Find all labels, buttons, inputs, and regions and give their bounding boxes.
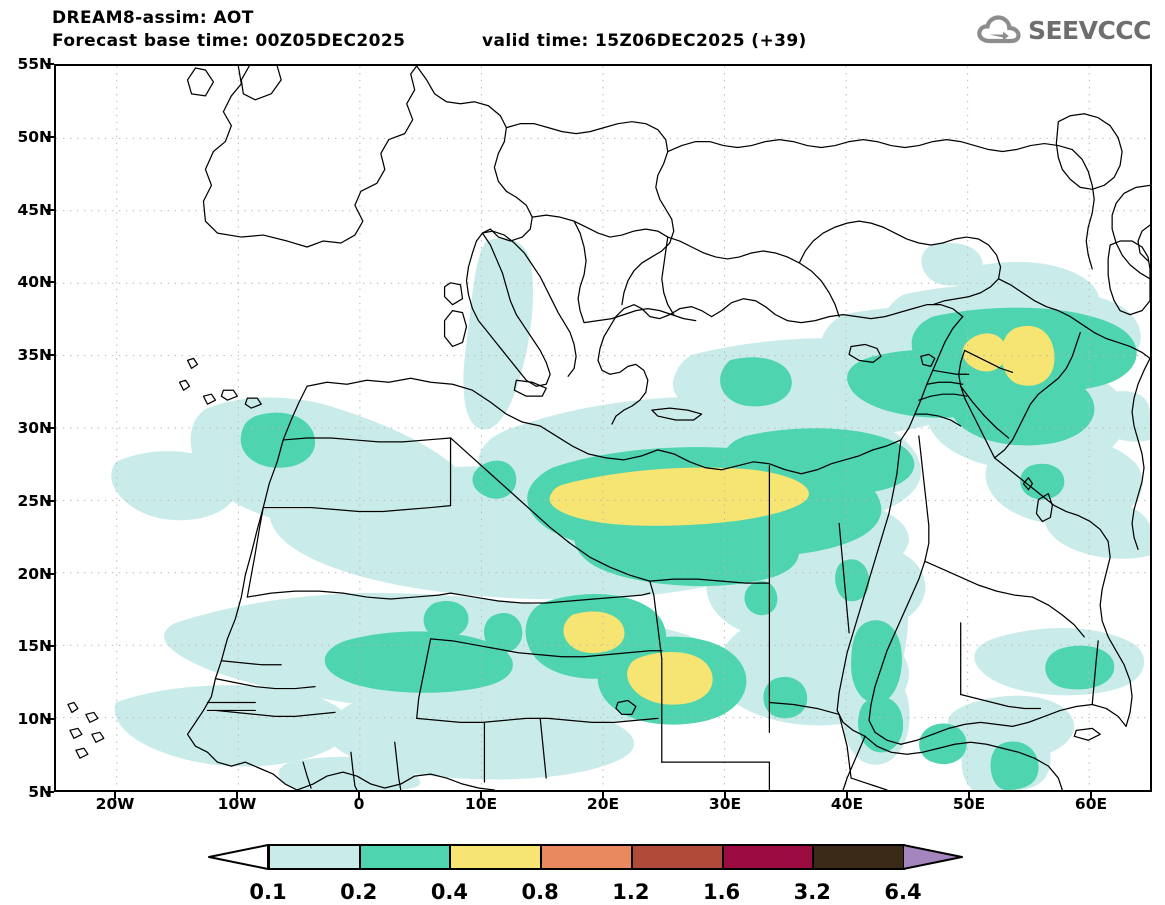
header-bar: DREAM8-assim: AOT Forecast base time: 00… bbox=[0, 0, 1165, 60]
x-axis-tick bbox=[602, 792, 604, 799]
page-title: DREAM8-assim: AOT bbox=[52, 8, 254, 28]
x-axis-label: 10E bbox=[464, 795, 498, 813]
y-axis-label: 50N bbox=[17, 127, 52, 146]
y-axis-label: 5N bbox=[28, 783, 52, 801]
colorbar-tick-label: 6.4 bbox=[884, 880, 922, 904]
x-axis-label: 40E bbox=[830, 795, 864, 813]
x-axis-tick bbox=[358, 792, 360, 799]
x-axis-label: 60E bbox=[1074, 795, 1108, 813]
colorbar: 0.1 0.2 0.4 0.8 1.2 1.6 3.2 6.4 bbox=[0, 836, 1165, 904]
colorbar-tick-label: 0.8 bbox=[521, 880, 559, 904]
y-axis-label: 55N bbox=[17, 55, 52, 73]
x-axis-label: 50E bbox=[952, 795, 986, 813]
x-axis-label: 20W bbox=[95, 795, 135, 813]
y-axis-label: 20N bbox=[17, 564, 52, 583]
y-axis-label: 15N bbox=[17, 637, 52, 656]
y-axis-tick bbox=[46, 791, 54, 793]
colorbar-tick-label: 0.1 bbox=[249, 880, 287, 904]
x-axis-tick bbox=[480, 792, 482, 799]
aot-contour-layer bbox=[111, 237, 1150, 790]
colorbar-swatch bbox=[540, 844, 633, 870]
y-axis-tick bbox=[46, 354, 54, 357]
y-axis-tick bbox=[46, 718, 54, 721]
map-canvas bbox=[56, 66, 1150, 790]
x-axis-label: 10W bbox=[217, 795, 257, 813]
x-axis-tick bbox=[114, 792, 116, 799]
y-axis-tick bbox=[46, 63, 54, 65]
y-axis-tick bbox=[46, 281, 54, 284]
y-axis-label: 40N bbox=[17, 273, 52, 292]
y-axis-tick bbox=[46, 499, 54, 502]
y-axis-label: 10N bbox=[17, 710, 52, 729]
cloud-icon bbox=[977, 15, 1021, 44]
y-axis-tick bbox=[46, 208, 54, 211]
colorbar-tick-label: 1.6 bbox=[702, 880, 741, 904]
colorbar-over-arrow bbox=[903, 844, 963, 870]
x-axis-tick bbox=[846, 792, 848, 799]
y-axis-label: 35N bbox=[17, 346, 52, 365]
colorbar-tick-label: 0.2 bbox=[340, 880, 378, 904]
y-axis-tick bbox=[46, 427, 54, 429]
x-axis-label: 20E bbox=[586, 795, 620, 813]
colorbar-segments: 0.1 0.2 0.4 0.8 1.2 1.6 3.2 6.4 bbox=[208, 844, 963, 904]
graticule bbox=[56, 66, 1150, 790]
colorbar-swatch bbox=[721, 844, 815, 870]
y-axis-tick bbox=[46, 645, 54, 648]
colorbar-swatch bbox=[812, 844, 905, 870]
colorbar-tick-label: 1.2 bbox=[612, 880, 650, 904]
y-axis-label: 45N bbox=[17, 200, 52, 219]
seevccc-logo: SEEVCCC bbox=[977, 12, 1152, 48]
y-axis-label: 30N bbox=[17, 419, 52, 437]
logo-text: SEEVCCC bbox=[1027, 15, 1152, 45]
colorbar-tick-label: 0.4 bbox=[430, 880, 469, 904]
colorbar-under-arrow bbox=[208, 844, 268, 870]
y-axis-tick bbox=[46, 135, 54, 138]
y-axis-tick bbox=[46, 572, 54, 575]
x-axis-tick bbox=[968, 792, 970, 799]
x-axis-tick bbox=[236, 792, 238, 799]
forecast-map-plot bbox=[54, 64, 1152, 792]
coastline-layer bbox=[67, 66, 1150, 790]
forecast-base-time-label: Forecast base time: 00Z05DEC2025 bbox=[52, 31, 406, 51]
x-axis-tick bbox=[724, 792, 726, 799]
x-axis-label: 30E bbox=[708, 795, 742, 813]
x-axis-tick bbox=[1090, 792, 1092, 799]
y-axis-label: 25N bbox=[17, 491, 52, 510]
colorbar-tick-label: 3.2 bbox=[793, 880, 831, 904]
colorbar-swatch bbox=[268, 844, 361, 870]
valid-time-label: valid time: 15Z06DEC2025 (+39) bbox=[482, 31, 807, 51]
colorbar-swatch bbox=[630, 844, 724, 870]
x-axis-label: 0 bbox=[353, 795, 365, 813]
colorbar-swatch bbox=[449, 844, 543, 870]
colorbar-swatch bbox=[358, 844, 452, 870]
